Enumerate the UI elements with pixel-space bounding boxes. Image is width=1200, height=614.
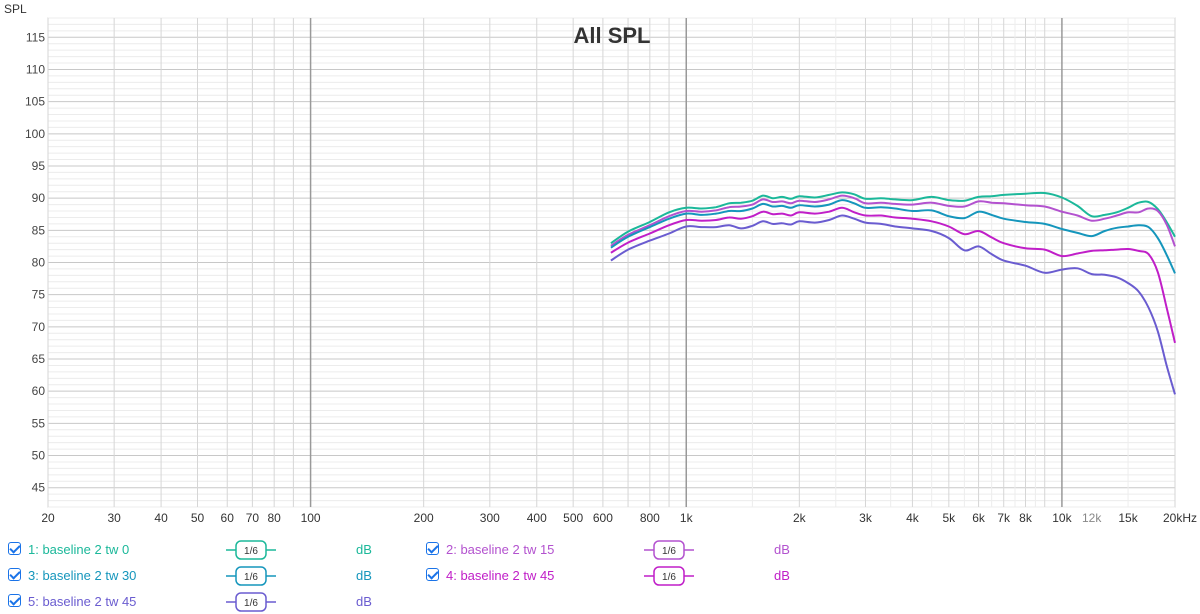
smoothing-button[interactable]: 1/6 bbox=[226, 539, 276, 561]
legend-label: 4: baseline 2 tw 45 bbox=[446, 568, 555, 583]
y-tick-label: 85 bbox=[32, 223, 46, 237]
legend-label: 5: baseline 2 tw 45 bbox=[28, 594, 137, 609]
x-tick-label: 800 bbox=[640, 511, 660, 525]
x-tick-label: 80 bbox=[267, 511, 281, 525]
y-tick-label: 75 bbox=[32, 288, 46, 302]
unit-label: dB bbox=[774, 568, 790, 583]
x-tick-label: 20kHz bbox=[1163, 511, 1197, 525]
smoothing-button[interactable]: 1/6 bbox=[644, 539, 694, 561]
y-tick-label: 50 bbox=[32, 449, 46, 463]
x-tick-label: 15k bbox=[1118, 511, 1138, 525]
grid bbox=[47, 17, 1176, 508]
x-tick-label: 600 bbox=[593, 511, 613, 525]
unit-label: dB bbox=[356, 594, 372, 609]
checkbox[interactable] bbox=[8, 568, 21, 581]
y-tick-label: 60 bbox=[32, 384, 46, 398]
series-line-4 bbox=[610, 206, 1176, 344]
legend: 1: baseline 2 tw 0 1/6 dB 2: baseline 2 … bbox=[0, 534, 1200, 614]
x-tick-labels: 20 30 40 50 60 70 80 100 200 300 400 500 600 800 1k 2k 3… bbox=[41, 511, 1197, 525]
series-line-3 bbox=[610, 199, 1176, 274]
x-tick-label: 8k bbox=[1019, 511, 1033, 525]
unit-label: dB bbox=[774, 542, 790, 557]
x-tick-label: 40 bbox=[154, 511, 168, 525]
smoothing-label: 1/6 bbox=[662, 572, 676, 583]
smoothing-button[interactable]: 1/6 bbox=[226, 591, 276, 613]
y-tick-label: 45 bbox=[32, 481, 46, 495]
x-tick-label: 400 bbox=[527, 511, 547, 525]
x-tick-label: 12k bbox=[1082, 511, 1102, 525]
x-tick-label: 20 bbox=[41, 511, 55, 525]
series-line-2 bbox=[610, 194, 1176, 247]
smoothing-label: 1/6 bbox=[244, 572, 258, 583]
y-tick-label: 90 bbox=[32, 191, 46, 205]
checkbox[interactable] bbox=[8, 594, 21, 607]
legend-label: 3: baseline 2 tw 30 bbox=[28, 568, 137, 583]
y-tick-label: 105 bbox=[25, 95, 45, 109]
chart-title: All SPL bbox=[573, 23, 650, 48]
checkbox[interactable] bbox=[426, 542, 439, 555]
y-axis-label: SPL bbox=[4, 2, 27, 16]
x-tick-label: 70 bbox=[246, 511, 260, 525]
y-tick-label: 115 bbox=[26, 30, 45, 44]
legend-label: 2: baseline 2 tw 15 bbox=[446, 542, 555, 557]
unit-label: dB bbox=[356, 542, 372, 557]
x-tick-label: 100 bbox=[301, 511, 321, 525]
smoothing-button[interactable]: 1/6 bbox=[226, 565, 276, 587]
x-tick-label: 5k bbox=[942, 511, 956, 525]
x-tick-label: 30 bbox=[107, 511, 121, 525]
spl-chart: 45 50 55 60 65 70 75 80 85 90 95 100 105 110 115 20 30 4… bbox=[4, 2, 1197, 525]
legend-label: 1: baseline 2 tw 0 bbox=[28, 542, 130, 557]
y-tick-label: 70 bbox=[32, 320, 46, 334]
x-tick-label: 200 bbox=[414, 511, 434, 525]
series-line-1 bbox=[610, 191, 1176, 245]
y-tick-label: 55 bbox=[32, 416, 46, 430]
y-tick-label: 80 bbox=[32, 256, 46, 270]
smoothing-label: 1/6 bbox=[662, 546, 676, 557]
unit-label: dB bbox=[356, 568, 372, 583]
x-tick-label: 2k bbox=[793, 511, 807, 525]
y-tick-label: 110 bbox=[26, 62, 45, 76]
smoothing-label: 1/6 bbox=[244, 598, 258, 609]
y-tick-label: 65 bbox=[32, 352, 46, 366]
y-tick-labels: 45 50 55 60 65 70 75 80 85 90 95 100 105 110 115 bbox=[25, 30, 45, 494]
x-tick-label: 300 bbox=[480, 511, 500, 525]
curves bbox=[610, 191, 1176, 395]
checkbox[interactable] bbox=[426, 568, 439, 581]
x-tick-label: 50 bbox=[191, 511, 205, 525]
y-tick-label: 100 bbox=[25, 127, 45, 141]
x-tick-label: 3k bbox=[859, 511, 873, 525]
x-tick-label: 6k bbox=[972, 511, 986, 525]
x-tick-label: 4k bbox=[906, 511, 920, 525]
smoothing-label: 1/6 bbox=[244, 546, 258, 557]
x-tick-label: 10k bbox=[1052, 511, 1072, 525]
checkbox[interactable] bbox=[8, 542, 21, 555]
smoothing-button[interactable]: 1/6 bbox=[644, 565, 694, 587]
x-tick-label: 1k bbox=[680, 511, 694, 525]
y-tick-label: 95 bbox=[32, 159, 46, 173]
x-tick-label: 60 bbox=[221, 511, 235, 525]
x-tick-label: 7k bbox=[997, 511, 1011, 525]
series-line-5 bbox=[610, 214, 1176, 395]
x-tick-label: 500 bbox=[563, 511, 583, 525]
